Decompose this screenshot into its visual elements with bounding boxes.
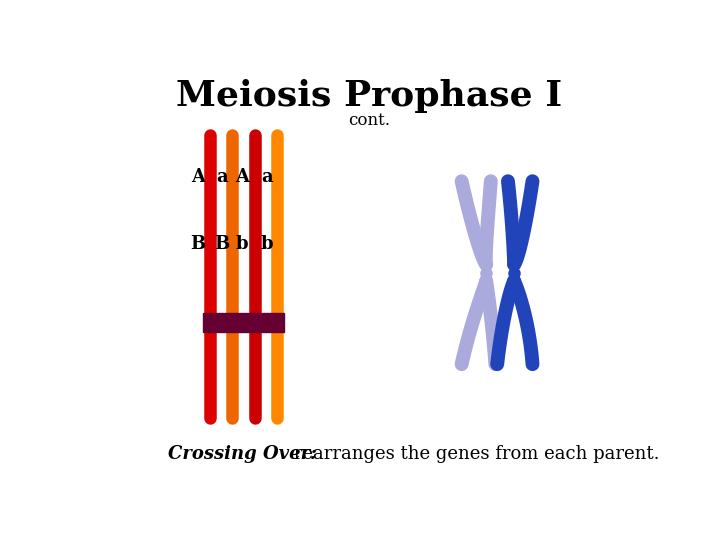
- Text: a: a: [217, 168, 228, 186]
- Text: Meiosis Prophase I: Meiosis Prophase I: [176, 79, 562, 113]
- Bar: [203, 313, 284, 332]
- Text: A: A: [191, 168, 204, 186]
- Text: A: A: [235, 168, 249, 186]
- Text: b: b: [261, 234, 273, 253]
- Text: Crossing Over:: Crossing Over:: [168, 444, 317, 463]
- Text: B: B: [215, 234, 230, 253]
- Text: b: b: [236, 234, 248, 253]
- Text: rearranges the genes from each parent.: rearranges the genes from each parent.: [288, 444, 660, 463]
- Text: cont.: cont.: [348, 112, 390, 130]
- Text: a: a: [261, 168, 273, 186]
- Text: B: B: [190, 234, 205, 253]
